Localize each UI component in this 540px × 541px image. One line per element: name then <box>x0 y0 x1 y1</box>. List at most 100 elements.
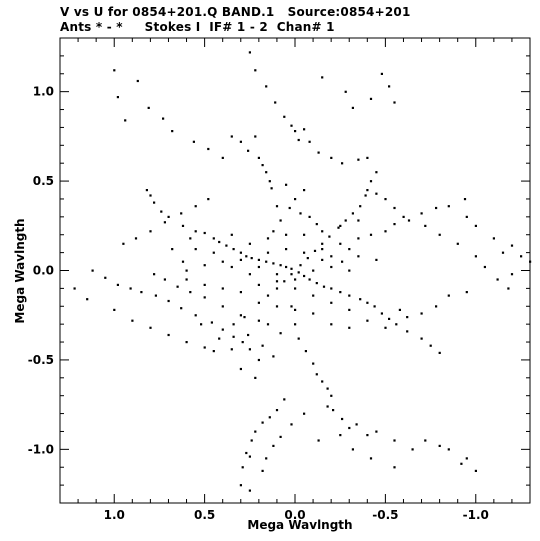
uv-point <box>257 301 260 304</box>
uv-point <box>163 221 166 224</box>
uv-point <box>200 323 203 326</box>
uv-point <box>180 212 183 215</box>
uv-point <box>274 101 277 104</box>
x-tick-label: 0.0 <box>284 508 305 522</box>
uv-point <box>465 291 468 294</box>
uv-point <box>369 180 373 183</box>
uv-point <box>507 287 510 290</box>
uv-point <box>315 373 318 376</box>
uv-point <box>299 212 302 215</box>
uv-point <box>203 296 206 299</box>
uv-point <box>272 230 275 233</box>
uv-point <box>326 387 329 390</box>
uv-point <box>290 267 293 270</box>
uv-point <box>355 423 358 426</box>
uv-point <box>113 308 116 311</box>
uv-point <box>393 206 396 210</box>
uv-point <box>351 106 354 109</box>
uv-point <box>424 224 427 227</box>
uv-point <box>285 265 288 269</box>
uv-point <box>283 115 286 118</box>
uv-point <box>492 237 495 240</box>
uv-point <box>230 135 233 138</box>
uv-point <box>402 215 405 218</box>
uv-point <box>474 469 477 472</box>
uv-point <box>261 421 264 424</box>
uv-point <box>185 278 188 281</box>
uv-point <box>272 262 275 265</box>
uv-point <box>266 294 270 297</box>
uv-point <box>388 85 391 88</box>
uv-point <box>438 444 441 447</box>
uv-point <box>384 230 387 233</box>
uv-point <box>181 224 185 227</box>
uv-point <box>248 273 251 276</box>
y-tick-label: 0.5 <box>33 174 54 188</box>
uv-point <box>303 251 306 254</box>
uv-point <box>212 251 215 254</box>
uv-point <box>104 276 107 279</box>
uv-point <box>407 219 411 222</box>
uv-point <box>257 319 260 322</box>
uv-point <box>285 183 288 186</box>
uv-point <box>257 283 260 286</box>
uv-point <box>384 326 387 329</box>
uv-point <box>438 233 441 236</box>
uv-point <box>279 219 282 222</box>
uv-point <box>265 457 268 460</box>
uv-point <box>160 210 163 213</box>
x-tick-label: 0.5 <box>194 508 215 522</box>
uv-point <box>303 128 306 131</box>
x-tick-label: 1.0 <box>104 508 125 522</box>
uv-point <box>239 291 242 294</box>
uv-point <box>272 444 275 447</box>
uv-point <box>306 257 309 260</box>
uv-point <box>162 117 165 120</box>
uv-point <box>393 223 396 226</box>
uv-point <box>348 269 351 272</box>
uv-point <box>328 235 331 238</box>
uv-point <box>230 233 233 236</box>
uv-point <box>239 140 242 143</box>
uv-point <box>341 417 344 421</box>
uv-point <box>348 248 351 251</box>
uv-point <box>460 462 463 465</box>
uv-point <box>189 291 192 294</box>
uv-point <box>268 416 271 419</box>
uv-point <box>304 350 307 353</box>
uv-point <box>167 333 170 337</box>
uv-point <box>303 233 306 236</box>
uv-point <box>230 265 233 269</box>
uv-point <box>465 215 468 218</box>
uv-point <box>285 233 288 236</box>
uv-point <box>180 307 183 310</box>
uv-point <box>294 323 297 326</box>
uv-point <box>145 189 148 192</box>
uv-point <box>420 212 423 215</box>
uv-point <box>266 251 270 254</box>
plot-header-line2: Ants * - * Stokes I IF# 1 - 2 Chan# 1 <box>60 20 335 34</box>
uv-point <box>247 149 250 152</box>
uv-point <box>257 156 260 159</box>
uv-point <box>189 237 192 240</box>
uv-point <box>321 258 324 261</box>
uv-point <box>290 423 293 426</box>
uv-point <box>303 274 306 278</box>
uv-point <box>330 156 333 159</box>
uv-point <box>510 273 514 276</box>
uv-point <box>194 205 197 208</box>
uv-point <box>321 248 324 251</box>
uv-point <box>465 457 468 460</box>
uv-point <box>254 69 257 72</box>
plot-frame <box>59 37 531 504</box>
uv-point <box>406 330 409 333</box>
uv-point <box>294 198 297 201</box>
uv-point <box>322 285 326 288</box>
uv-point <box>294 278 297 281</box>
uv-point <box>257 358 260 362</box>
uv-point <box>393 101 396 104</box>
uv-point <box>420 312 423 315</box>
y-tick-label: -0.5 <box>28 353 54 367</box>
uv-point <box>529 260 532 263</box>
uv-point <box>339 291 342 294</box>
